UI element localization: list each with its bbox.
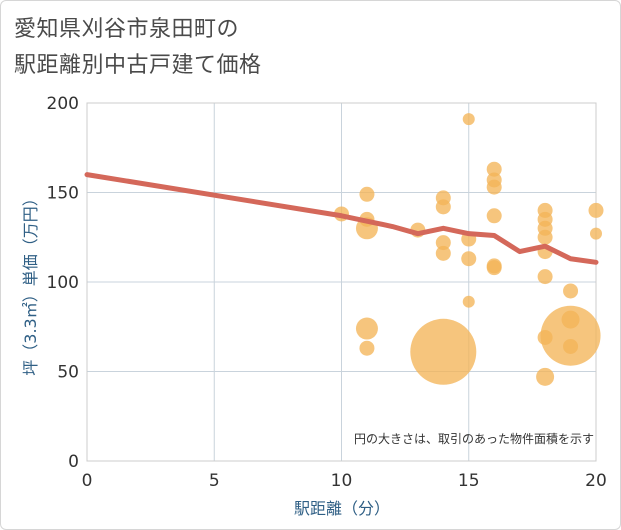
data-point [537,229,553,245]
size-note: 円の大きさは、取引のあった物件面積を示す [354,431,594,446]
data-point [590,227,602,240]
data-point [537,269,553,285]
x-tick-label: 20 [585,471,607,491]
x-tick-label: 15 [458,471,480,491]
data-point [486,179,502,195]
y-tick-label: 150 [47,184,79,204]
data-point [536,367,555,386]
data-point [435,235,451,251]
x-tick-label: 5 [209,471,220,491]
chart-title-line-1: 愛知県刈谷市泉田町の [14,17,240,42]
x-axis-label: 駅距離（分） [294,499,390,518]
data-point [359,340,375,356]
data-point [461,251,477,267]
y-tick-label: 200 [47,94,79,114]
data-point [355,317,378,340]
plot-area [86,102,597,462]
y-tick-label: 0 [68,452,79,472]
data-point [410,318,477,385]
data-point [563,338,579,354]
x-tick-label: 0 [82,471,93,491]
data-point [462,295,475,308]
data-point [563,283,579,299]
chart-title: 愛知県刈谷市泉田町の 駅距離別中古戸建て価格 [14,12,262,84]
bubbles [334,113,604,386]
data-point [435,199,451,215]
data-point [435,245,451,261]
trend-line [84,172,599,265]
chart-title-line-2: 駅距離別中古戸建て価格 [14,53,262,78]
data-point [359,186,375,202]
x-tick-label: 10 [331,471,353,491]
grid-lines [86,102,597,462]
y-tick-label: 50 [57,363,79,383]
data-point [486,161,502,177]
data-point [540,305,601,366]
data-point [486,260,502,276]
y-tick-label: 100 [47,273,79,293]
data-point [462,113,475,126]
y-axis-label: 坪（3.3㎡）単価（万円） [21,190,40,375]
data-point [486,208,502,224]
data-point [588,202,604,218]
